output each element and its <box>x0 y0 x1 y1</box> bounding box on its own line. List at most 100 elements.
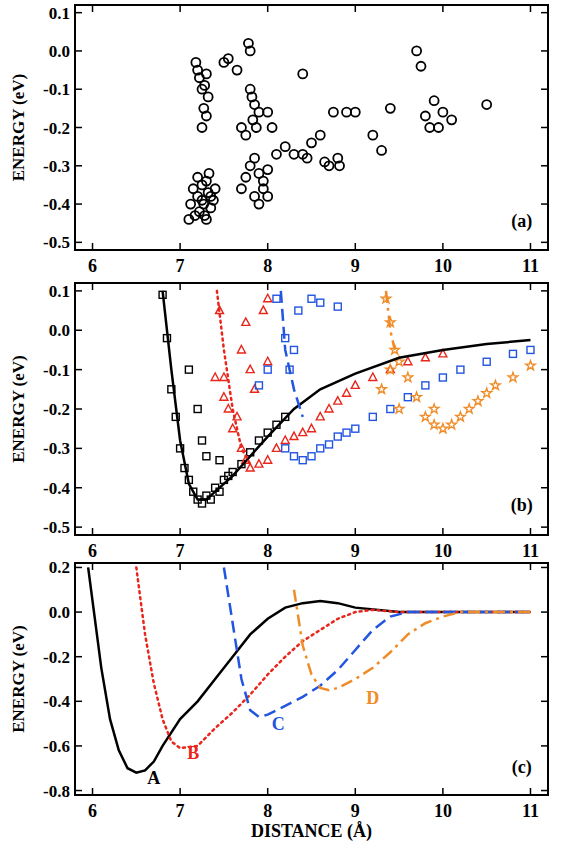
point <box>439 374 446 381</box>
y-tick-label: -0.1 <box>43 80 70 99</box>
point <box>185 366 192 373</box>
point <box>308 424 316 432</box>
plot-data <box>184 39 491 224</box>
point <box>295 307 302 314</box>
y-tick-label: -0.5 <box>43 518 70 537</box>
x-tick-label: 8 <box>263 801 272 821</box>
y-tick <box>541 127 548 129</box>
y-tick <box>541 203 548 205</box>
y-tick <box>75 487 82 489</box>
y-tick <box>75 369 82 371</box>
x-tick <box>355 563 357 570</box>
point <box>342 108 351 117</box>
x-tick <box>442 283 444 290</box>
x-tick <box>530 283 532 290</box>
y-tick-label: 0.0 <box>49 321 70 340</box>
point <box>200 211 209 220</box>
y-tick-label: 0.1 <box>49 282 70 301</box>
point <box>482 100 491 109</box>
annotation: (b) <box>511 495 533 516</box>
point <box>263 165 272 174</box>
point <box>264 294 272 302</box>
point <box>421 412 431 421</box>
point <box>343 389 351 397</box>
point <box>281 436 289 444</box>
x-tick <box>355 528 357 535</box>
point <box>255 460 263 468</box>
y-tick <box>75 203 82 205</box>
point <box>290 453 297 460</box>
point <box>334 397 342 405</box>
x-tick <box>92 5 94 12</box>
point <box>457 366 464 373</box>
series-line <box>163 291 531 500</box>
point <box>246 464 254 472</box>
y-tick <box>75 127 82 129</box>
x-tick-label: 9 <box>351 801 360 821</box>
point <box>198 123 207 132</box>
series-line <box>88 567 530 772</box>
point <box>220 393 228 401</box>
series-line <box>281 291 303 417</box>
y-tick <box>541 567 548 569</box>
x-tick <box>267 5 269 12</box>
x-tick <box>267 563 269 570</box>
x-tick <box>355 243 357 250</box>
x-tick <box>179 283 181 290</box>
y-tick <box>541 408 548 410</box>
y-tick <box>541 290 548 292</box>
series-line <box>217 291 250 464</box>
point <box>254 108 263 117</box>
annotation: (a) <box>511 211 532 232</box>
point <box>264 357 272 365</box>
point <box>368 131 377 140</box>
point <box>325 405 333 413</box>
panel: 67891011-0.5-0.4-0.3-0.2-0.10.00.1(a)ENE… <box>9 4 548 276</box>
x-tick <box>442 528 444 535</box>
point <box>233 66 242 75</box>
x-tick <box>92 243 94 250</box>
point <box>255 382 262 389</box>
y-tick-label: -0.6 <box>43 737 70 756</box>
x-tick <box>442 243 444 250</box>
y-tick <box>75 242 82 244</box>
y-tick <box>75 408 82 410</box>
y-tick-label: -0.2 <box>43 648 70 667</box>
point <box>298 69 307 78</box>
x-tick <box>179 5 181 12</box>
point <box>325 161 334 170</box>
x-tick <box>179 788 181 795</box>
y-tick <box>75 790 82 792</box>
point <box>242 318 250 326</box>
x-tick-label: 6 <box>88 801 97 821</box>
point <box>237 184 246 193</box>
point <box>422 382 429 389</box>
point <box>303 154 312 163</box>
point <box>334 303 341 310</box>
y-tick <box>541 745 548 747</box>
point <box>263 192 272 201</box>
point <box>264 366 271 373</box>
point <box>430 96 439 105</box>
plot-data <box>88 567 530 772</box>
point <box>273 295 280 302</box>
point <box>447 115 456 124</box>
y-tick <box>75 88 82 90</box>
x-tick <box>530 788 532 795</box>
y-axis-label: ENERGY (eV) <box>9 625 28 733</box>
y-tick <box>541 165 548 167</box>
x-tick <box>530 5 532 12</box>
point <box>412 46 421 55</box>
point <box>473 396 483 405</box>
y-tick <box>541 701 548 703</box>
x-tick-label: 11 <box>522 541 539 561</box>
point <box>307 138 316 147</box>
annotation: C <box>272 714 285 734</box>
x-tick-label: 9 <box>351 541 360 561</box>
point <box>290 346 297 353</box>
point <box>246 46 255 55</box>
y-tick <box>75 526 82 528</box>
point <box>198 196 207 205</box>
point <box>259 306 267 314</box>
point <box>193 173 202 182</box>
